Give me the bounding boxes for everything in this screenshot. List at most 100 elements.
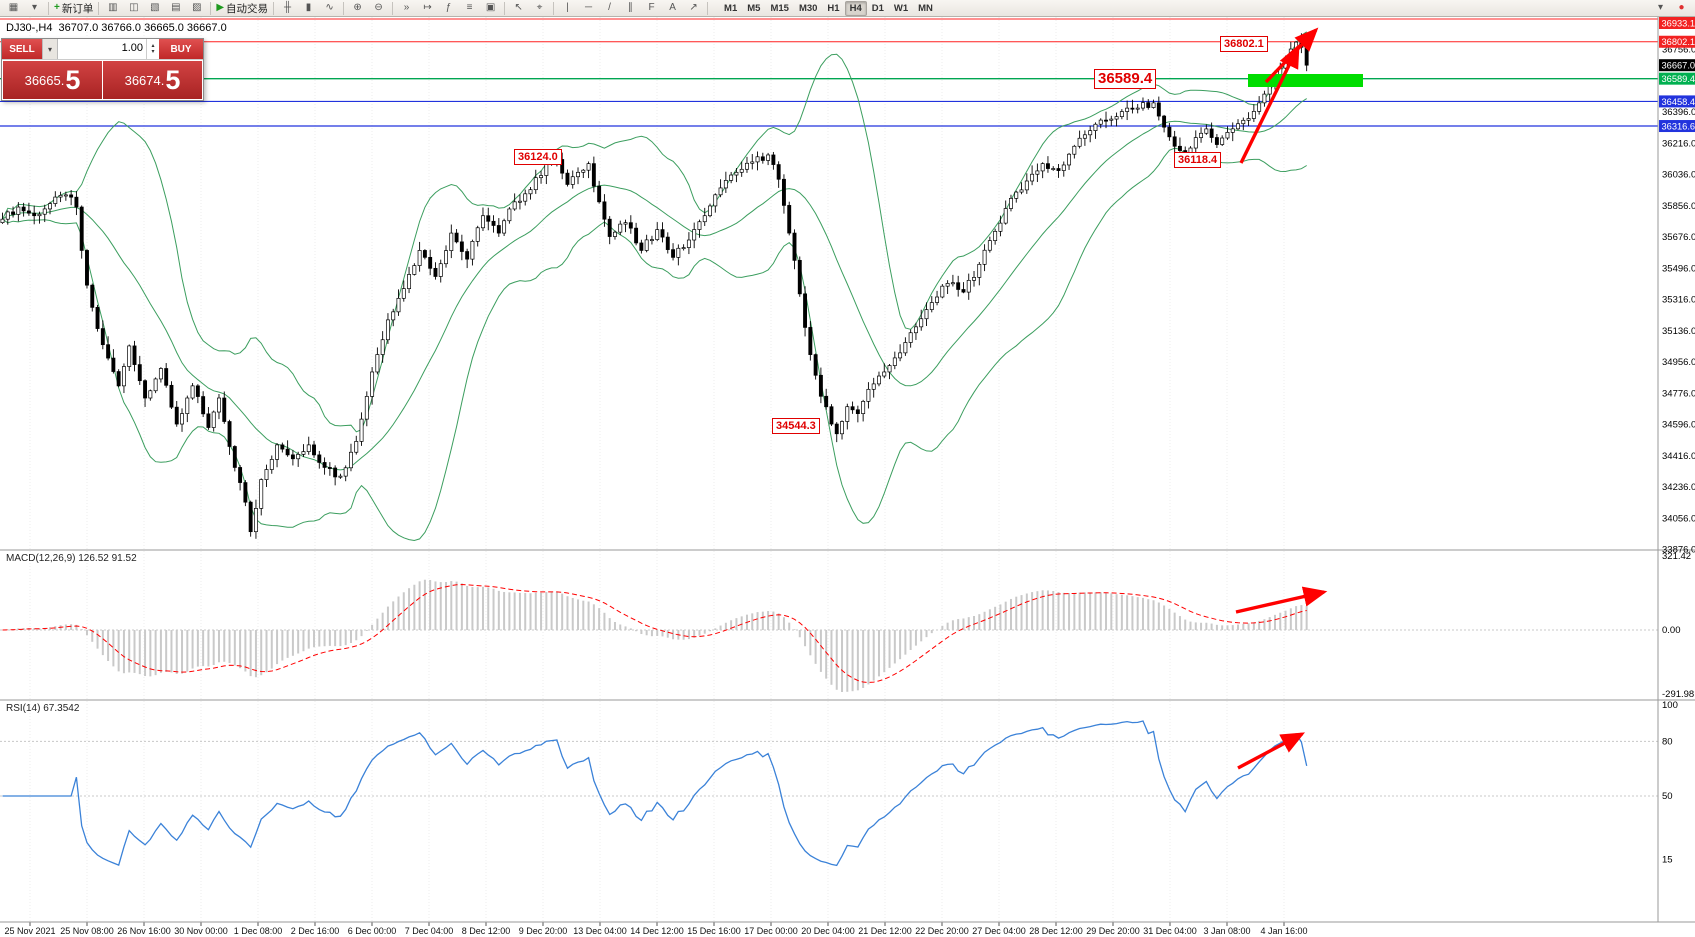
zoom-out-icon[interactable]: ⊖ (368, 0, 389, 17)
timeframe-M15[interactable]: M15 (770, 2, 789, 14)
timeframe-M1[interactable]: M1 (724, 2, 738, 14)
crosshair-icon[interactable]: ⌖ (529, 0, 550, 17)
svg-text:-291.98: -291.98 (1662, 689, 1694, 700)
svg-text:28 Dec 12:00: 28 Dec 12:00 (1029, 926, 1083, 936)
fibonacci-icon[interactable]: F (641, 0, 662, 17)
svg-text:3 Jan 08:00: 3 Jan 08:00 (1203, 926, 1250, 936)
timeframe-M5[interactable]: M5 (747, 2, 761, 14)
new-chart-dropdown-icon[interactable]: ▾ (24, 0, 45, 17)
horizontal-line-icon[interactable]: ─ (578, 0, 599, 17)
buy-button[interactable]: BUY (159, 39, 203, 59)
svg-text:22 Dec 20:00: 22 Dec 20:00 (915, 926, 969, 936)
line-chart-icon[interactable]: ∿ (319, 0, 340, 17)
timeframe-D1[interactable]: D1 (871, 2, 884, 14)
candlestick-chart-icon[interactable]: ▮ (298, 0, 319, 17)
svg-text:9 Dec 20:00: 9 Dec 20:00 (519, 926, 568, 936)
toolbar-items: ▦ ▾ + 新订单 ▥ ◫ ▧ ▤ ▨ ▶ 自动交易 ╫ ▮ ∿ ⊕ ⊖ » ↦ ƒ ≡ ▣ ↖ ⌖ | ─ / ∥ F A ↗ (3, 0, 711, 16)
zoom-out-icon: ⊖ (374, 2, 383, 13)
templates-icon: ▣ (485, 2, 496, 13)
new-chart-icon: ▦ (8, 2, 19, 13)
bar-chart-icon: ╫ (284, 2, 292, 13)
svg-text:30 Nov 00:00: 30 Nov 00:00 (174, 926, 228, 936)
svg-text:100: 100 (1662, 700, 1678, 711)
svg-text:35856.0: 35856.0 (1662, 201, 1695, 212)
order-type-dropdown[interactable]: ▾ (42, 39, 58, 59)
svg-text:34956.0: 34956.0 (1662, 357, 1695, 368)
sell-button[interactable]: SELL (2, 39, 42, 59)
record-icon[interactable]: ● (1671, 0, 1692, 17)
toolbar-separator (48, 1, 49, 15)
buy-price-display[interactable]: 36674. 5 (103, 61, 202, 99)
timeframe-H1[interactable]: H1 (827, 2, 840, 14)
fibonacci-icon: F (648, 2, 655, 13)
text-label-icon: A (669, 2, 676, 13)
new-order-button[interactable]: + 新订单 (52, 0, 95, 17)
strategy-tester-icon[interactable]: ▨ (186, 0, 207, 17)
svg-text:36458.4: 36458.4 (1662, 97, 1695, 107)
svg-text:15: 15 (1662, 855, 1673, 866)
spin-up-icon[interactable]: ▴ (151, 43, 155, 49)
timeframe-buttons: M1 M5 M15 M30 H1 H4 D1 W1 MN (719, 0, 938, 16)
toolbar: ▦ ▾ + 新订单 ▥ ◫ ▧ ▤ ▨ ▶ 自动交易 ╫ ▮ ∿ ⊕ ⊖ » ↦ ƒ ≡ ▣ ↖ ⌖ | ─ / ∥ F A ↗ M1 M5… (0, 0, 1695, 17)
toolbar-right-items: ▾ ● (1650, 0, 1692, 16)
chart-shift-icon[interactable]: ↦ (417, 0, 438, 17)
record-icon: ● (1678, 2, 1685, 13)
zoom-in-icon[interactable]: ⊕ (347, 0, 368, 17)
svg-text:2 Dec 16:00: 2 Dec 16:00 (291, 926, 340, 936)
timeframe-M30[interactable]: M30 (798, 2, 818, 14)
chart-window-dropdown-icon: ▾ (1657, 2, 1664, 13)
buy-price-main: 36674. (124, 72, 165, 88)
arrows-tool-icon[interactable]: ↗ (683, 0, 704, 17)
equidistant-channel-icon[interactable]: ∥ (620, 0, 641, 17)
price-annotation-36118: 36118.4 (1174, 152, 1222, 168)
cursor-icon[interactable]: ↖ (508, 0, 529, 17)
terminal-icon[interactable]: ▤ (165, 0, 186, 17)
auto-scroll-icon[interactable]: » (396, 0, 417, 17)
market-watch-icon[interactable]: ▥ (102, 0, 123, 17)
svg-text:36756.0: 36756.0 (1662, 45, 1695, 56)
svg-text:6 Dec 00:00: 6 Dec 00:00 (348, 926, 397, 936)
toolbar-separator (343, 1, 345, 15)
vertical-line-icon[interactable]: | (557, 0, 578, 17)
horizontal-line-icon: ─ (585, 2, 593, 13)
volume-field[interactable]: 1.00 ▴ ▾ (58, 39, 159, 59)
timeframe-W1[interactable]: W1 (893, 2, 909, 14)
svg-text:34596.0: 34596.0 (1662, 420, 1695, 431)
svg-text:29 Dec 20:00: 29 Dec 20:00 (1086, 926, 1140, 936)
svg-text:321.42: 321.42 (1662, 551, 1691, 562)
svg-text:17 Dec 00:00: 17 Dec 00:00 (744, 926, 798, 936)
spin-down-icon[interactable]: ▾ (151, 49, 155, 55)
data-window-icon: ◫ (129, 2, 139, 13)
svg-text:27 Dec 04:00: 27 Dec 04:00 (972, 926, 1026, 936)
line-chart-icon: ∿ (325, 2, 334, 13)
svg-text:15 Dec 16:00: 15 Dec 16:00 (687, 926, 741, 936)
timeframe-MN[interactable]: MN (918, 2, 933, 14)
svg-text:25 Nov 2021: 25 Nov 2021 (4, 926, 55, 936)
data-window-icon[interactable]: ◫ (123, 0, 144, 17)
indicators-icon[interactable]: ƒ (438, 0, 459, 17)
svg-text:21 Dec 12:00: 21 Dec 12:00 (858, 926, 912, 936)
toolbar-separator (553, 1, 555, 15)
trendline-icon[interactable]: / (599, 0, 620, 17)
navigator-icon[interactable]: ▧ (144, 0, 165, 17)
periods-dropdown-icon[interactable]: ≡ (459, 0, 480, 17)
svg-text:50: 50 (1662, 791, 1673, 802)
price-annotation-36589: 36589.4 (1094, 69, 1157, 89)
volume-stepper[interactable]: ▴ ▾ (146, 39, 159, 59)
ohlc-values: 36707.0 36766.0 36665.0 36667.0 (58, 22, 227, 34)
sell-price-display[interactable]: 36665. 5 (3, 61, 102, 99)
equidistant-channel-icon: ∥ (628, 2, 634, 13)
autotrading-button[interactable]: ▶ 自动交易 (214, 0, 270, 17)
bar-chart-icon[interactable]: ╫ (277, 0, 298, 17)
templates-icon[interactable]: ▣ (480, 0, 501, 17)
chevron-down-icon: ▾ (47, 44, 52, 54)
price-annotation-36802: 36802.1 (1220, 36, 1268, 52)
text-label-icon[interactable]: A (662, 0, 683, 17)
toolbar-separator (392, 1, 394, 15)
timeframe-H4[interactable]: H4 (844, 0, 867, 16)
chart-window-dropdown-icon[interactable]: ▾ (1650, 0, 1671, 17)
trendline-icon: / (608, 2, 611, 13)
new-chart-icon[interactable]: ▦ (3, 0, 24, 17)
svg-text:20 Dec 04:00: 20 Dec 04:00 (801, 926, 855, 936)
